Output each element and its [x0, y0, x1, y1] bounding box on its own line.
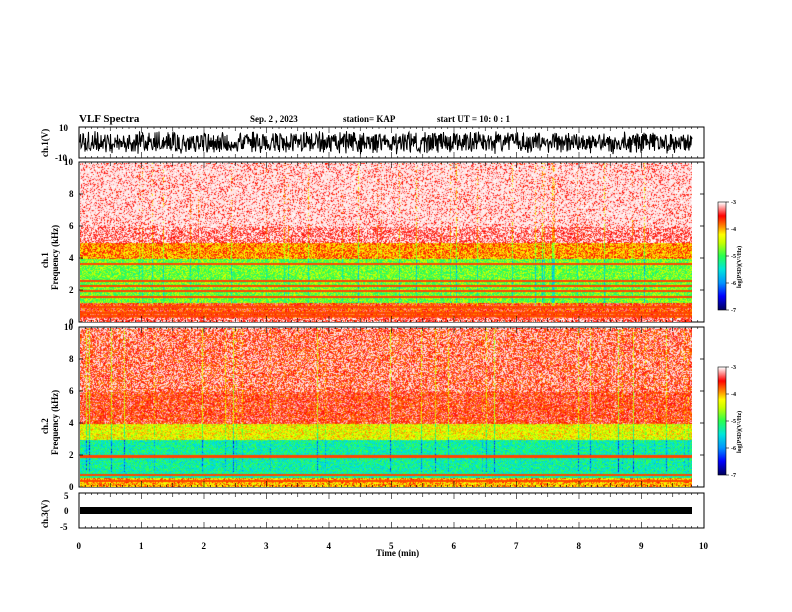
ch1-ytick-bottom: -10	[55, 153, 67, 163]
start-time-label: start UT = 10: 0 : 1	[437, 114, 510, 124]
ch1-colorbar-ticks: -3 -4 -5 -6 -7	[726, 200, 736, 314]
ch3-ytick-top: 5	[64, 491, 69, 501]
ch1-spectrogram-panel: 0 2 4 6 8 10 ch.1 Frequency (kHz)	[40, 157, 705, 327]
colorbar-tick-label: -4	[731, 227, 736, 233]
ch3-ylabel: ch.3(V)	[40, 500, 50, 528]
freq-tick-label: 0	[69, 317, 74, 327]
time-tick-label: 7	[514, 541, 519, 551]
freq-tick-label: 2	[69, 450, 74, 460]
ch2-colorbar-gradient	[718, 367, 726, 475]
freq-tick-label: 6	[69, 386, 74, 396]
station-label: station= KAP	[343, 114, 396, 124]
figure-title: VLF Spectra	[79, 113, 140, 125]
ch2-colorbar-ticks: -3 -4 -5 -6 -7	[726, 365, 736, 479]
freq-tick-label: 4	[69, 253, 74, 263]
colorbar-tick-label: -6	[731, 446, 736, 452]
ch3-waveform-line	[80, 507, 692, 514]
time-tick-label: 9	[639, 541, 644, 551]
ch1-colorbar-label: log(PSD)(V²/Hz)	[736, 246, 743, 288]
colorbar-tick-label: -3	[731, 365, 736, 371]
time-axis-label: Time (min)	[376, 548, 419, 558]
ch2-spectrogram-yticks: 0 2 4 6 8 10	[64, 322, 704, 492]
ch3-ytick-bottom: -5	[60, 522, 68, 532]
freq-tick-label: 10	[64, 157, 74, 167]
ch2-spec-ylabel-channel: ch.2	[40, 418, 50, 434]
freq-tick-label: 2	[69, 285, 74, 295]
freq-tick-label: 0	[69, 482, 74, 492]
time-tick-label: 5	[389, 541, 394, 551]
time-tick-label: 2	[202, 541, 207, 551]
time-tick-label: 8	[577, 541, 582, 551]
time-tick-label: 6	[452, 541, 457, 551]
colorbar-tick-label: -5	[731, 254, 736, 260]
time-tick-label: 1	[139, 541, 144, 551]
ch1-ytick-top: 10	[59, 123, 69, 133]
freq-tick-label: 8	[69, 189, 74, 199]
freq-tick-label: 6	[69, 221, 74, 231]
colorbar-tick-label: -3	[731, 200, 736, 206]
ch2-colorbar-label: log(PSD)(V²/Hz)	[736, 411, 743, 453]
ch2-colorbar: -3 -4 -5 -6 -7 log(PSD)(V²/Hz)	[717, 365, 743, 479]
colorbar-tick-label: -5	[731, 419, 736, 425]
time-tick-label: 4	[327, 541, 332, 551]
time-axis-labels: 0 1 2 3 4 5 6 7 8 9 10	[77, 541, 709, 551]
ch3-waveform-panel: 5 0 -5 ch.3(V)	[40, 491, 705, 532]
colorbar-tick-label: -6	[731, 281, 736, 287]
freq-tick-label: 4	[69, 418, 74, 428]
freq-tick-label: 10	[64, 322, 74, 332]
freq-tick-label: 8	[69, 354, 74, 364]
time-tick-label: 0	[77, 541, 82, 551]
ch3-ytick-mid: 0	[64, 506, 69, 516]
date-label: Sep. 2 , 2023	[250, 114, 298, 124]
ch1-spectrogram-image	[80, 163, 692, 322]
ch2-spectrogram-panel: 0 2 4 6 8 10 ch.2 Frequency (kHz)	[40, 322, 705, 492]
colorbar-tick-label: -7	[731, 308, 736, 314]
ch1-spec-ylabel-freq: Frequency (kHz)	[50, 225, 60, 290]
colorbar-tick-label: -7	[731, 473, 736, 479]
time-tick-label: 10	[699, 541, 709, 551]
ch1-waveform-panel: 10 -10 ch.1(V)	[40, 123, 705, 163]
ch1-waveform-line	[79, 130, 693, 155]
ch1-spectrogram-yticks: 0 2 4 6 8 10	[64, 157, 704, 327]
time-tick-label: 3	[264, 541, 269, 551]
time-axis-ticks	[78, 127, 705, 528]
ch1-spec-ylabel-channel: ch.1	[40, 252, 50, 268]
ch1-colorbar: -3 -4 -5 -6 -7 log(PSD)(V²/Hz)	[717, 200, 743, 314]
colorbar-tick-label: -4	[731, 392, 736, 398]
ch1-colorbar-gradient	[718, 202, 726, 310]
ch2-spec-ylabel-freq: Frequency (kHz)	[50, 390, 60, 455]
ch2-spectrogram-image	[80, 328, 692, 487]
ch1-ylabel: ch.1(V)	[40, 129, 50, 157]
